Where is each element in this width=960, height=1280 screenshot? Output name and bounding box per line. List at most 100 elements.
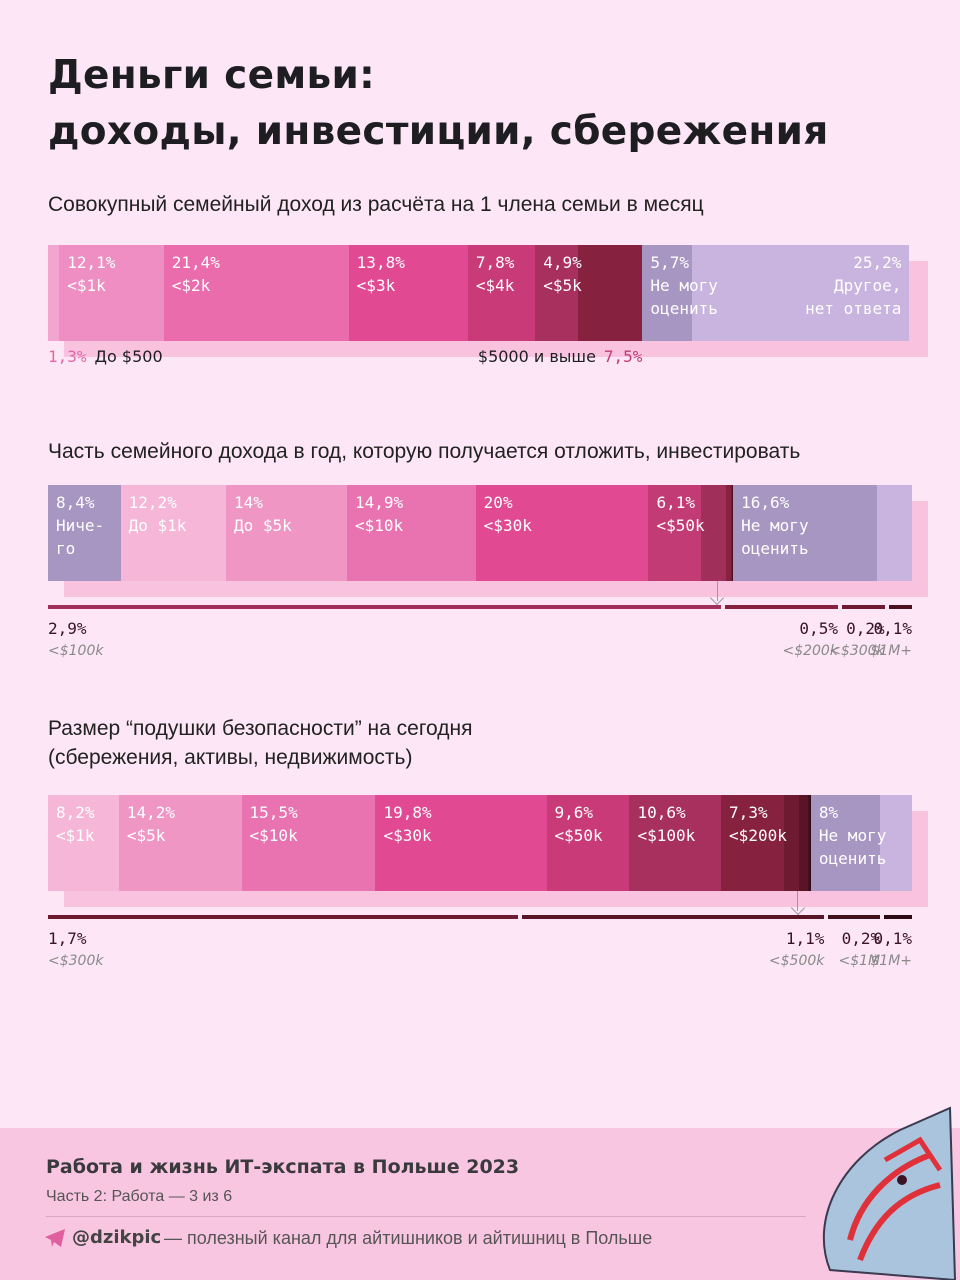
breakout-arrow bbox=[797, 891, 799, 911]
segment-label: 21,4% <$2k bbox=[172, 251, 220, 297]
breakout-value: 0,2% bbox=[846, 619, 885, 638]
breakout-line bbox=[48, 915, 518, 919]
value-label: 8,2% bbox=[56, 803, 95, 822]
bar-segment bbox=[732, 485, 734, 581]
bar-segment bbox=[784, 795, 799, 891]
segment-label: 12,1% <$1k bbox=[67, 251, 115, 297]
bar-segment bbox=[798, 795, 809, 891]
bar-segment bbox=[467, 245, 536, 341]
segment-label: 25,2% Другое, нет ответа bbox=[805, 251, 901, 320]
bar-segment bbox=[120, 485, 226, 581]
breakout-category: $1M+ bbox=[870, 953, 912, 969]
breakout-line bbox=[884, 915, 912, 919]
value-label: 20% bbox=[483, 493, 513, 512]
category-label: До $500 bbox=[94, 347, 163, 366]
bar-segment bbox=[808, 795, 811, 891]
breakout-line bbox=[888, 605, 912, 609]
bar-segment bbox=[629, 795, 722, 891]
segment-label: 8,2% <$1k bbox=[56, 801, 95, 847]
segment-label: 16,6% Не могу оценить bbox=[741, 491, 808, 560]
category-label: <$30k bbox=[483, 516, 532, 535]
breakout-line bbox=[725, 605, 838, 609]
segment-label: 8% Не могу оценить bbox=[819, 801, 886, 870]
breakout-category: <$1M bbox=[838, 953, 881, 969]
boar-illustration bbox=[822, 1106, 957, 1280]
below-label: 1,3% До $500 bbox=[48, 347, 163, 366]
bar-segment bbox=[535, 245, 578, 341]
segment-label: 14,2% <$5k bbox=[127, 801, 175, 847]
bar-segment bbox=[701, 485, 727, 581]
value-label: 14,2% bbox=[126, 803, 176, 822]
breakout-category: $1M+ bbox=[870, 643, 912, 659]
value-label: 8,4% bbox=[56, 493, 95, 512]
bar-segment bbox=[48, 795, 119, 891]
segment-label: 5,7% Не могу оценить bbox=[650, 251, 717, 320]
bar-segment bbox=[348, 245, 468, 341]
bar-segment bbox=[48, 485, 121, 581]
bar-segment bbox=[546, 795, 630, 891]
segment-label: 6,1% <$50k bbox=[656, 491, 704, 537]
breakout-category: <$100k bbox=[48, 643, 104, 659]
bar-segment bbox=[577, 245, 643, 341]
segment-label: 14,9% <$10k bbox=[355, 491, 403, 537]
bar-segment bbox=[733, 485, 877, 581]
value-label: 7,5% bbox=[603, 347, 643, 366]
segment-label: 7,3% <$200k bbox=[729, 801, 787, 847]
breakout-value: 2,9% bbox=[48, 619, 87, 638]
bar-segment bbox=[375, 795, 547, 891]
category-label: Ниче- го bbox=[56, 516, 105, 558]
value-label: 25,2% bbox=[853, 253, 902, 272]
bar-segment bbox=[163, 245, 349, 341]
segment-label: 9,6% <$50k bbox=[555, 801, 603, 847]
category-label: <$200k bbox=[729, 826, 787, 845]
value-label: 14% bbox=[233, 493, 263, 512]
telegram-icon bbox=[45, 1229, 65, 1247]
value-label: 1,3% bbox=[48, 347, 87, 366]
bar-segment bbox=[346, 485, 476, 581]
segment-label: 7,8% <$4k bbox=[476, 251, 515, 297]
category-label: Не могу оценить bbox=[818, 826, 887, 868]
below-label: $5000 и выше 7,5% bbox=[478, 347, 643, 366]
breakout-arrow bbox=[716, 581, 718, 601]
bar-segment bbox=[810, 795, 881, 891]
value-label: 12,1% bbox=[67, 253, 116, 272]
segment-label: 12,2% До $1k bbox=[129, 491, 187, 537]
category-label: <$10k bbox=[249, 826, 298, 845]
value-label: 13,8% bbox=[356, 253, 405, 272]
value-label: 10,6% bbox=[637, 803, 686, 822]
footer-channel-text: — полезный канал для айтишников и айтишн… bbox=[164, 1228, 653, 1248]
segment-label: 8,4% Ниче- го bbox=[56, 491, 104, 560]
footer-divider bbox=[46, 1216, 806, 1217]
breakout-line bbox=[48, 605, 722, 609]
category-label: Не могу оценить bbox=[741, 516, 809, 558]
breakout-value: 1,1% bbox=[785, 929, 825, 948]
breakout-category: <$500k bbox=[768, 953, 825, 969]
segment-label: 14% До $5k bbox=[234, 491, 292, 537]
breakout-value: 0,1% bbox=[873, 929, 912, 948]
chart-subtitle: Часть семейного дохода в год, которую по… bbox=[48, 440, 801, 463]
chart-subtitle: Размер “подушки безопасности” на сегодня… bbox=[48, 717, 473, 769]
bar-segment bbox=[880, 795, 912, 891]
value-label: 12,2% bbox=[128, 493, 177, 512]
value-label: 15,5% bbox=[249, 803, 298, 822]
bar-segment bbox=[730, 485, 733, 581]
bar-segment bbox=[648, 485, 702, 581]
bar-segment bbox=[721, 795, 785, 891]
segment-label: 15,5% <$10k bbox=[250, 801, 298, 847]
bar-segment bbox=[810, 795, 811, 891]
value-label: 19,8% bbox=[383, 803, 432, 822]
bar-segment bbox=[691, 245, 910, 341]
category-label: До $5k bbox=[233, 516, 292, 535]
segment-label: 10,6% <$100k bbox=[637, 801, 695, 847]
breakout-value: 0,1% bbox=[873, 619, 912, 638]
category-label: <$50k bbox=[554, 826, 603, 845]
value-label: 5,7% bbox=[650, 253, 689, 272]
bar-segment bbox=[118, 795, 242, 891]
footer-band bbox=[0, 1128, 960, 1280]
bar-segment bbox=[225, 485, 347, 581]
page-title: Деньги семьи: доходы, инвестиции, сбереж… bbox=[48, 53, 829, 154]
breakout-value: 1,7% bbox=[48, 929, 87, 948]
breakout-line bbox=[841, 605, 885, 609]
bar-segment bbox=[48, 245, 60, 341]
footer-channel[interactable]: @dzikpic bbox=[72, 1227, 162, 1248]
